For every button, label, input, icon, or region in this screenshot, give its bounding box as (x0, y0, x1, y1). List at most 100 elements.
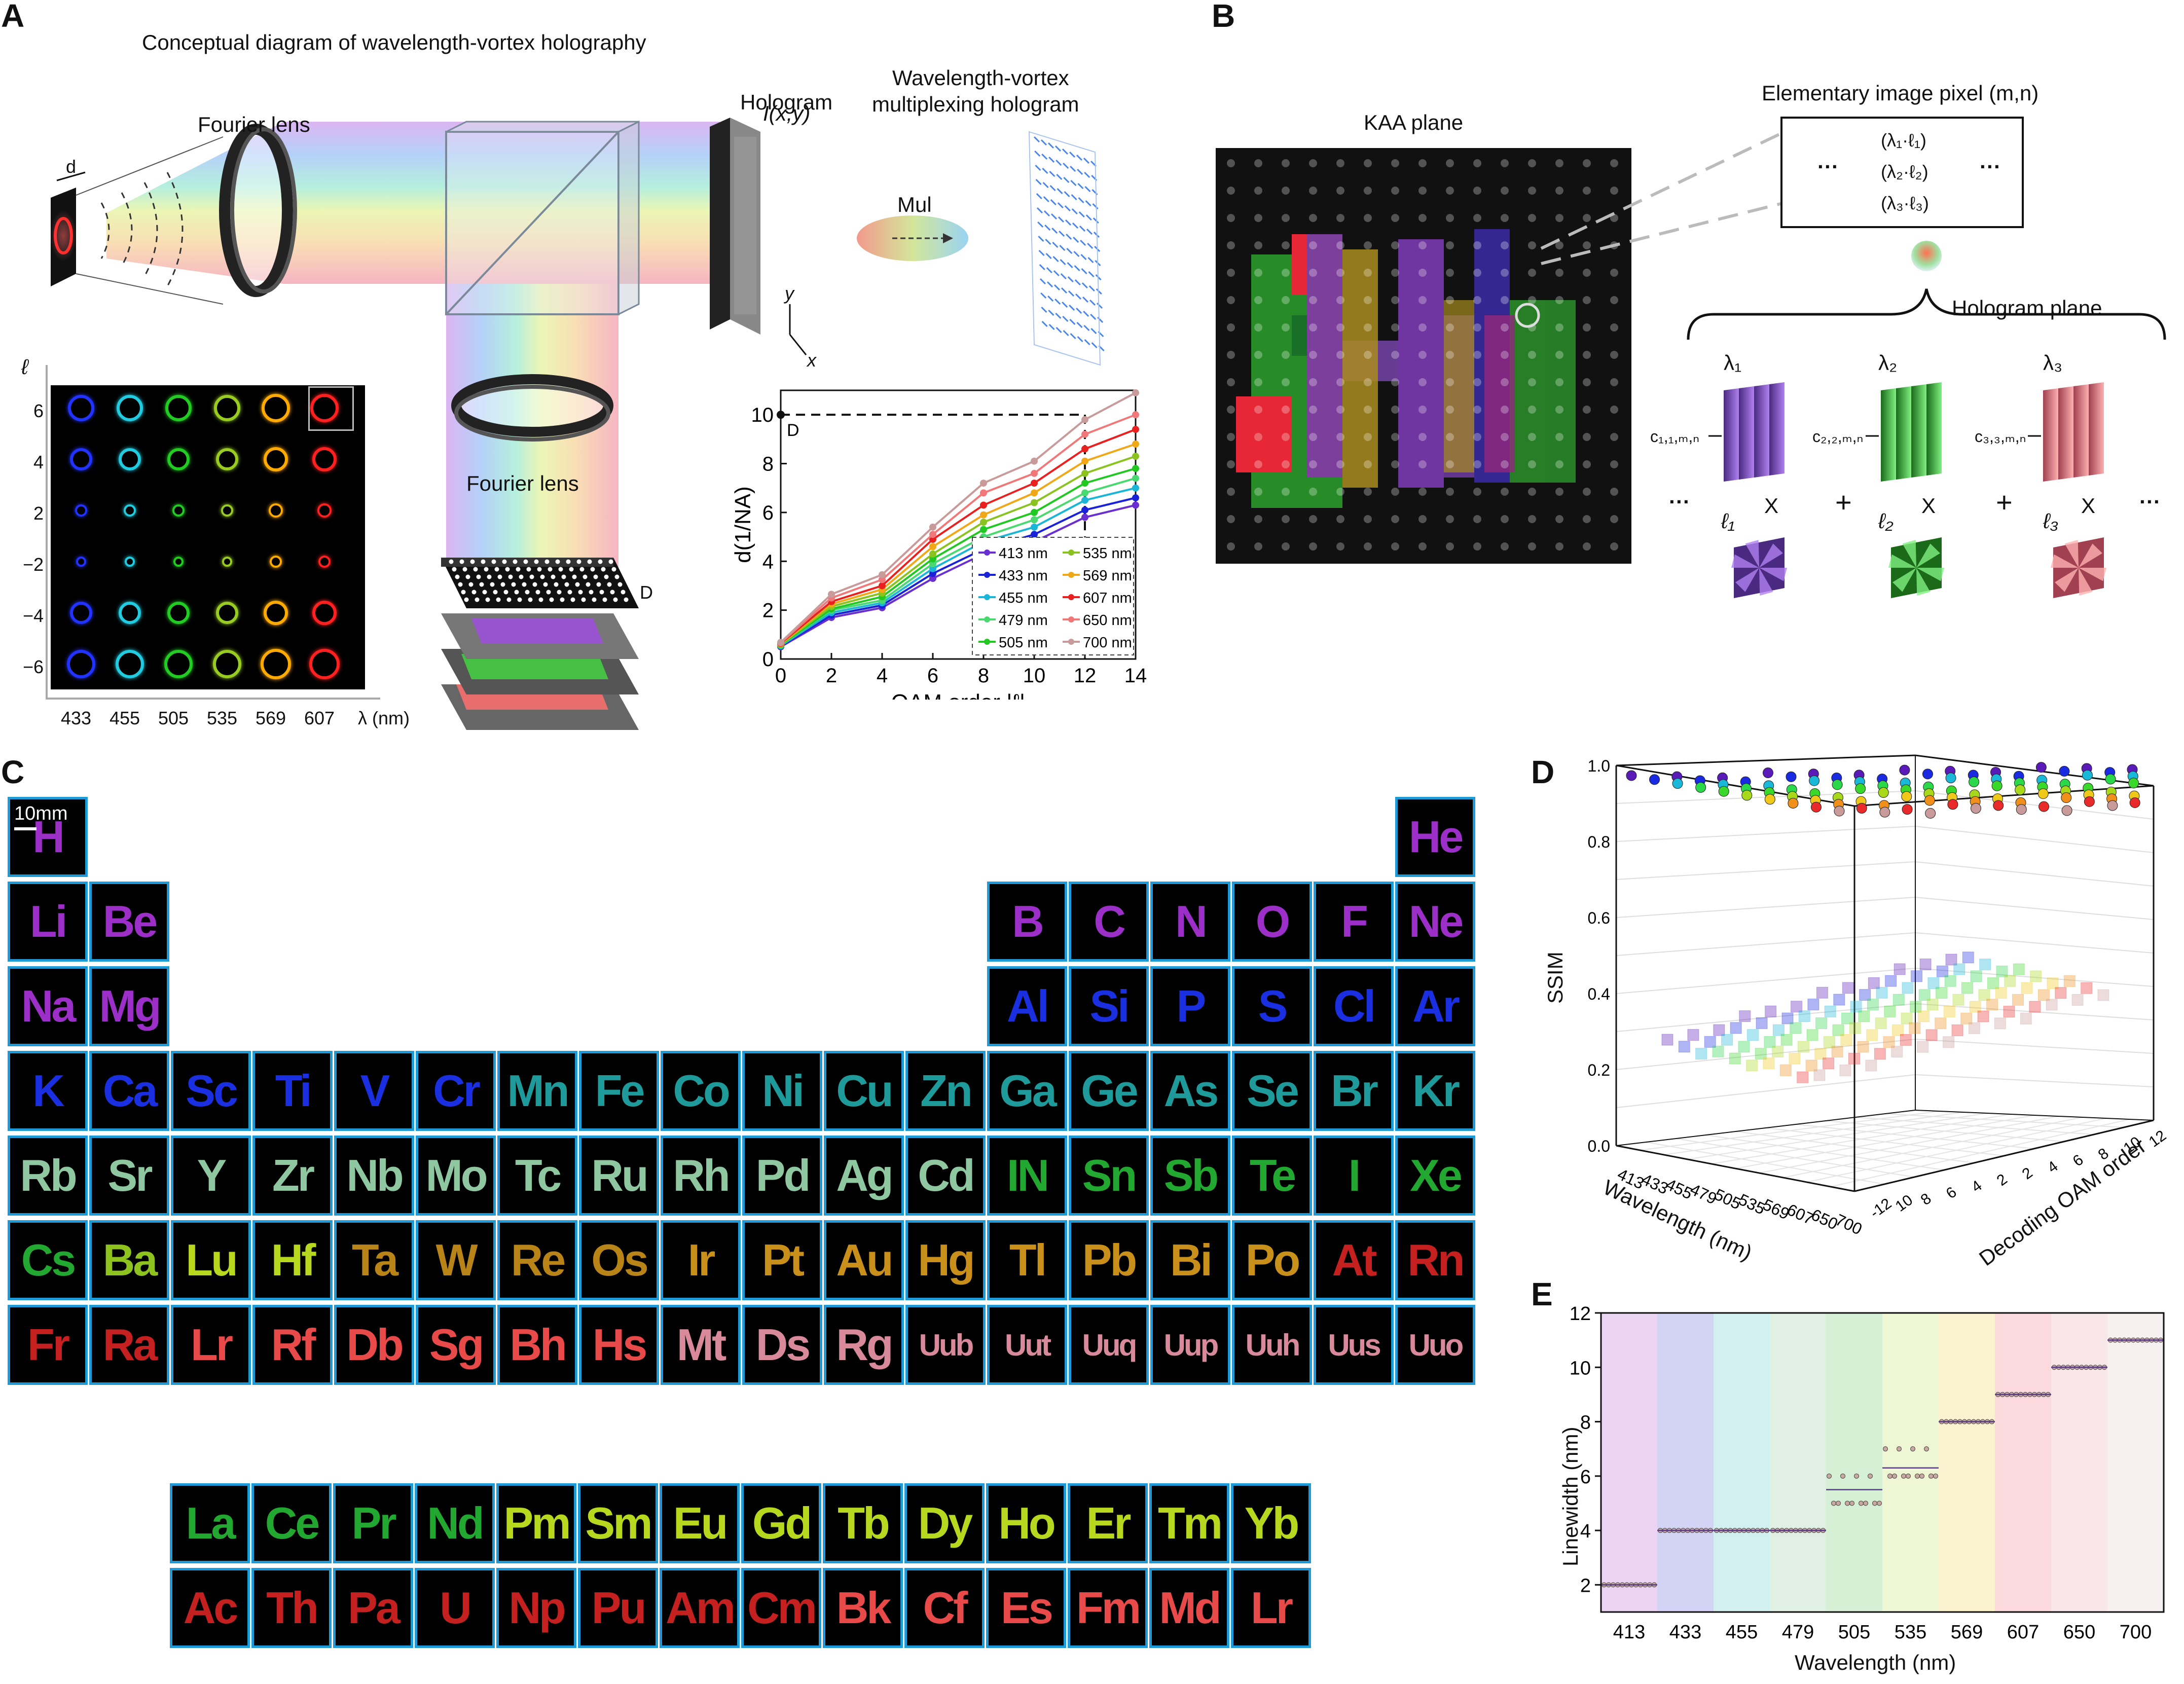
hologram-mark (1045, 252, 1052, 260)
hologram-mark (1053, 270, 1060, 277)
ssim-sphere (1993, 800, 2004, 811)
kaa-plane-dot (1336, 323, 1344, 332)
hologram-mark (1052, 241, 1059, 248)
hologram-mark (1055, 326, 1062, 334)
kaa-plane-dot (1309, 214, 1317, 222)
element-cell: Rb (8, 1136, 88, 1216)
linewidth-point (1906, 1473, 1911, 1479)
element-symbol: Db (346, 1320, 404, 1370)
series-point (879, 576, 886, 583)
kaa-plane-dot (1583, 241, 1591, 249)
kaa-plane-dot (1610, 323, 1618, 332)
element-symbol: S (1258, 981, 1288, 1031)
ssim-cube (1962, 951, 1974, 964)
times-3: X (2081, 494, 2096, 518)
kaa-plane-dot (1501, 406, 1509, 414)
element-cell: N (1150, 882, 1230, 962)
hologram-mark (1042, 181, 1049, 189)
grating-stripe (2089, 382, 2104, 475)
grating-stripe (1739, 386, 1754, 480)
kaa-plane-dot (1501, 351, 1509, 359)
element-cell: Uuq (1069, 1305, 1149, 1385)
legend-label: 479 nm (999, 612, 1048, 629)
element-symbol: Ru (591, 1150, 648, 1200)
oam-ring (125, 557, 135, 567)
kaa-dot (519, 574, 524, 579)
grid-line (1915, 897, 2154, 920)
kaa-plane-dot (1555, 433, 1563, 441)
grid-line (1616, 861, 1916, 880)
kaa-dot (566, 559, 571, 564)
element-symbol: Dy (918, 1498, 973, 1548)
linewidth-point (1919, 1473, 1924, 1479)
matrix-col-label: 455 (110, 708, 140, 728)
kaa-plane-dot (1446, 406, 1454, 414)
ssim-cube (1721, 1034, 1733, 1046)
y-tick-label: 12 (2146, 1127, 2169, 1150)
ssim-cube (1952, 994, 1964, 1006)
vortex-blade (1916, 568, 1944, 581)
ssim-sphere (2035, 762, 2047, 773)
element-symbol: As (1163, 1066, 1219, 1116)
element-cell: Ni (742, 1051, 822, 1131)
kaa-plane-dot (1555, 241, 1563, 249)
matrix-highlight-box (308, 386, 354, 431)
element-symbol: Sm (585, 1498, 653, 1548)
element-symbol: Tc (515, 1150, 562, 1200)
kaa-plane-dot (1610, 378, 1618, 386)
kaa-plane-dot (1364, 406, 1372, 414)
ssim-cube (1833, 994, 1845, 1006)
element-symbol: Sn (1082, 1150, 1137, 1200)
kaa-plane-dot (1391, 542, 1399, 551)
ssim-sphere (2037, 788, 2049, 799)
kaa-plane-dot (1309, 241, 1317, 249)
kaa-dot (610, 590, 615, 595)
kaa-dot (526, 567, 531, 572)
kaa-plane-dot (1391, 159, 1399, 167)
ssim-cube (1936, 986, 1948, 999)
grid-line (1616, 897, 1916, 918)
hologram-mark (1044, 224, 1051, 231)
hologram-mark (1063, 162, 1069, 169)
kaa-plane-dot (1309, 515, 1317, 523)
hologram-mark (1083, 324, 1090, 332)
kaa-dot (586, 582, 591, 587)
element-symbol: Nd (427, 1498, 484, 1548)
kaa-plane-dot (1528, 433, 1536, 441)
oam-ring (67, 650, 95, 678)
kaa-plane-dot (1528, 214, 1536, 222)
element-cell: Sc (171, 1051, 251, 1131)
kaa-plane-dot (1555, 515, 1563, 523)
oam-ring (312, 601, 337, 625)
element-symbol: Co (673, 1066, 730, 1116)
kaa-plane-dot (1528, 269, 1536, 277)
element-symbol: Ac (183, 1583, 238, 1633)
kaa-plane-dot (1418, 187, 1427, 195)
kaa-plane-dot (1473, 269, 1481, 277)
kaa-plane-dot (1391, 406, 1399, 414)
hologram-mark (1083, 310, 1089, 317)
kaa-plane-dot (1282, 187, 1290, 195)
ssim-cube (1840, 1034, 1852, 1046)
series-point (1132, 453, 1139, 460)
grid-line (1795, 1124, 2034, 1149)
ell-1: ℓ₁ (1721, 509, 1735, 533)
ssim-cube (1866, 1029, 1878, 1041)
element-symbol: Ce (265, 1498, 320, 1548)
fourier-lens-1-label: Fourier lens (198, 113, 310, 136)
element-symbol: Uup (1163, 1328, 1219, 1362)
kaa-plane-dot (1336, 515, 1344, 523)
element-symbol: Lu (186, 1235, 238, 1285)
kaa-plane-dot (1364, 460, 1372, 468)
element-symbol: Lr (191, 1320, 233, 1370)
element-cell: V (334, 1051, 414, 1131)
oam-ring (318, 556, 331, 568)
pixel-row-1: (λ₁·ℓ₁) (1881, 130, 1926, 151)
kaa-plane-dot (1282, 488, 1290, 496)
plus-1: + (1835, 486, 1852, 518)
kaa-plane-dot (1555, 378, 1563, 386)
element-cell: Uuo (1395, 1305, 1475, 1385)
kaa-plane-dot (1501, 159, 1509, 167)
series-point (929, 550, 936, 558)
z-tick-label: 0.2 (1588, 1061, 1610, 1079)
